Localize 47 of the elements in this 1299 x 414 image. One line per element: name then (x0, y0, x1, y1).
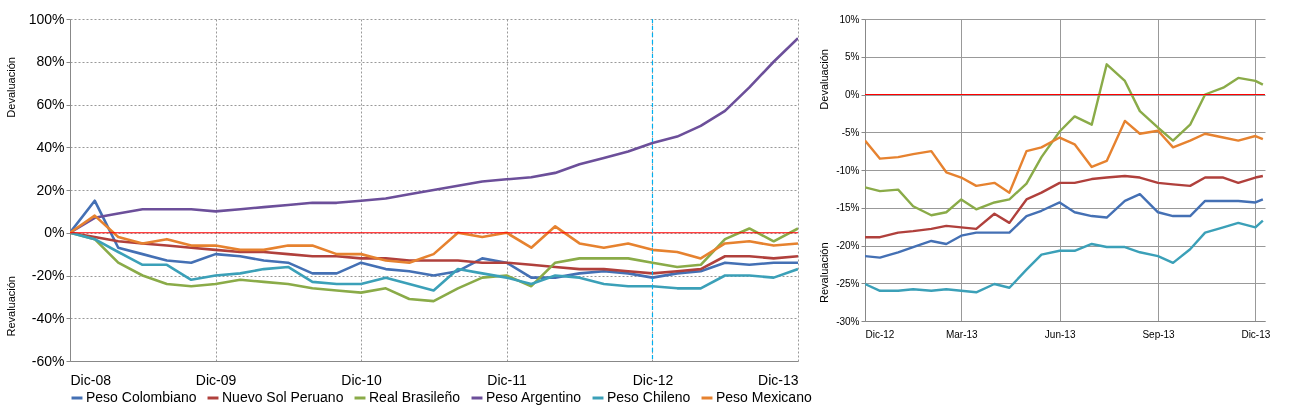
text: Devaluación (5, 57, 17, 118)
y-tick-label: 20% (36, 181, 65, 198)
y-tick-label: -25% (836, 277, 860, 289)
legend-label: Real Brasileño (369, 389, 461, 405)
y-tick-label: 100% (28, 10, 65, 27)
line-series (865, 174, 1265, 239)
y-tick-label: 0% (44, 224, 65, 241)
legend-label: Peso Colombiano (86, 389, 197, 405)
y-tick-label: 5% (845, 51, 860, 63)
legend-label: Peso Argentino (486, 389, 582, 405)
x-tick-label: Dic-09 (195, 371, 237, 388)
x-tick-label: Dic-10 (341, 371, 382, 388)
text: Devaluación (818, 49, 830, 110)
line-series (70, 214, 798, 264)
y-tick-label: -15% (836, 202, 860, 214)
y-tick-label: -60% (31, 352, 65, 369)
y-tick-label: -10% (836, 164, 860, 176)
x-tick-label: Dic-13 (758, 371, 799, 388)
y-tick-label: -20% (836, 240, 860, 251)
x-tick-label: Dic-08 (70, 371, 112, 388)
y-tick-label: 40% (36, 138, 65, 155)
legend-label: Peso Mexicano (716, 389, 812, 405)
x-tick-label: Jun-13 (1044, 328, 1076, 340)
x-tick-label: Mar-13 (945, 328, 979, 340)
y-tick-label: 60% (36, 96, 65, 112)
y-tick-label: -30% (836, 315, 860, 327)
x-tick-label: Dic-12 (632, 371, 674, 388)
y-tick-label: 10% (839, 13, 860, 25)
line-series (70, 231, 798, 292)
x-tick-label: Sep-13 (1142, 328, 1176, 340)
text: Revaluación (5, 276, 17, 337)
y-tick-label: 0% (845, 89, 860, 100)
y-tick-label: -5% (841, 126, 860, 138)
text: Revaluación (818, 242, 830, 303)
line-series (865, 119, 1265, 194)
line-series (865, 63, 1265, 217)
legend-label: Peso Chileno (607, 389, 691, 405)
line-series (70, 199, 798, 279)
y-tick-label: 80% (36, 53, 65, 70)
line-series (865, 219, 1265, 294)
x-tick-label: Dic-12 (865, 328, 895, 340)
x-tick-label: Dic-11 (487, 371, 527, 388)
y-tick-label: -20% (31, 267, 65, 283)
y-tick-label: -40% (31, 309, 65, 326)
line-series (865, 192, 1265, 259)
legend-label: Nuevo Sol Peruano (222, 389, 344, 405)
x-tick-label: Dic-13 (1241, 328, 1271, 340)
